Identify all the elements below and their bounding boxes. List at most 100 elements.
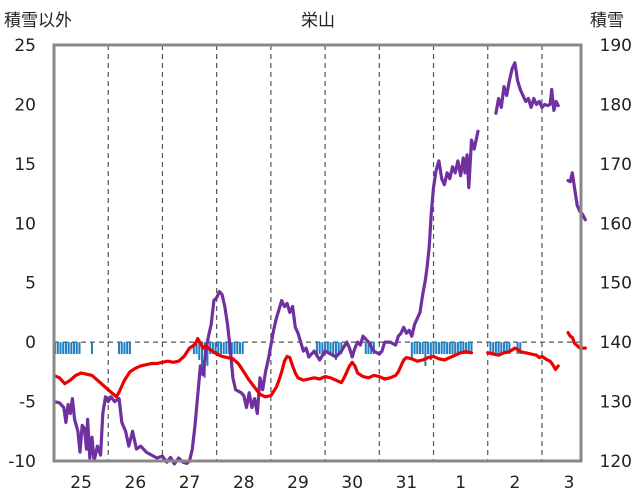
precipitation-bar: [67, 342, 70, 355]
precipitation-bar: [410, 342, 413, 360]
precipitation-bar: [454, 342, 457, 355]
left-tick-label: 25: [14, 36, 36, 56]
precipitation-bar: [230, 342, 233, 355]
precipitation-bar: [225, 342, 228, 355]
precipitation-bar: [470, 342, 473, 355]
precipitation-bar: [238, 342, 241, 355]
precipitation-bar: [364, 342, 367, 355]
precipitation-bar: [432, 342, 435, 355]
right-tick-label: 140: [600, 333, 632, 353]
precipitation-bar: [198, 342, 201, 360]
precipitation-bar: [500, 342, 503, 355]
precipitation-bar: [429, 342, 432, 360]
precipitation-bar: [315, 342, 318, 355]
x-tick-label: 25: [70, 473, 92, 493]
precipitation-bar: [465, 342, 468, 355]
snow_depth-line: [550, 87, 560, 113]
snow_depth-line: [52, 129, 480, 466]
precipitation-bar: [334, 342, 337, 360]
precipitation-bar: [462, 342, 465, 355]
right-tick-label: 190: [600, 36, 632, 56]
precipitation-bar: [201, 342, 204, 366]
precipitation-bar: [337, 342, 340, 355]
precipitation-bar: [318, 342, 321, 355]
precipitation-bar: [459, 342, 462, 355]
precipitation-bar: [443, 342, 446, 355]
chart-title: 栄山: [301, 11, 335, 31]
right-axis-label: 積雪: [590, 11, 624, 31]
precipitation-bar: [494, 342, 497, 355]
snow_depth-line: [566, 171, 587, 222]
precipitation-bar: [59, 342, 62, 355]
precipitation-bar: [64, 342, 67, 355]
precipitation-bar: [508, 342, 511, 355]
right-tick-label: 120: [600, 452, 632, 472]
precipitation-bar: [236, 342, 239, 355]
precipitation-bar: [120, 342, 123, 355]
precipitation-bar: [195, 342, 198, 355]
precipitation-bar: [418, 342, 421, 355]
precipitation-bar: [214, 342, 217, 355]
x-axis-ticks: 25 26 27 28 29 30 31 1 2 3: [70, 473, 574, 493]
x-tick-label: 3: [564, 473, 575, 493]
right-tick-label: 130: [600, 393, 632, 413]
precipitation-bar: [233, 342, 236, 355]
precipitation-bar: [321, 342, 324, 355]
right-tick-label: 150: [600, 274, 632, 294]
precipitation-bar: [206, 342, 209, 366]
precipitation-bar: [90, 342, 93, 355]
x-tick-label: 27: [179, 473, 201, 493]
precipitation-bar: [211, 342, 214, 355]
precipitation-bar: [492, 342, 495, 355]
precipitation-bar: [448, 342, 451, 355]
left-tick-label: 5: [25, 274, 36, 294]
x-tick-label: 29: [287, 473, 309, 493]
right-axis-ticks: 190 180 170 160 150 140 130 120: [600, 36, 632, 472]
precipitation-bar: [128, 342, 131, 355]
precipitation-bar: [446, 342, 449, 355]
precipitation-bar: [326, 342, 329, 355]
left-axis-label: 積雪以外: [4, 11, 72, 31]
precipitation-bar: [332, 342, 335, 355]
precipitation-bar: [440, 342, 443, 355]
precipitation-bar: [123, 342, 126, 355]
precipitation-bar: [456, 342, 459, 355]
precipitation-bar: [413, 342, 416, 355]
right-tick-label: 180: [600, 95, 632, 115]
left-tick-label: -5: [19, 393, 36, 413]
precipitation-bar: [427, 342, 430, 355]
precipitation-bar: [416, 342, 419, 355]
precipitation-bar: [503, 342, 506, 355]
left-tick-label: 20: [14, 95, 36, 115]
x-tick-label: 2: [509, 473, 520, 493]
x-tick-label: 1: [455, 473, 466, 493]
precipitation-bar: [222, 342, 225, 355]
precipitation-bar: [489, 342, 492, 355]
left-tick-label: 0: [25, 333, 36, 353]
precipitation-bar: [62, 342, 65, 355]
left-tick-label: -10: [8, 452, 36, 472]
right-tick-label: 160: [600, 214, 632, 234]
precipitation-bar: [56, 342, 59, 355]
precipitation-bar: [421, 342, 424, 355]
precipitation-bar: [217, 342, 220, 355]
precipitation-bar: [497, 342, 500, 355]
left-tick-label: 15: [14, 155, 36, 175]
precipitation-bar: [519, 342, 522, 355]
x-tick-label: 28: [233, 473, 255, 493]
precipitation-bar: [70, 342, 73, 355]
left-axis-ticks: 25 20 15 10 5 0 -5 -10: [8, 36, 36, 472]
precipitation-bar: [73, 342, 76, 355]
series-lines: [52, 61, 587, 466]
precipitation-bar: [424, 342, 427, 366]
precipitation-bar: [219, 342, 222, 355]
snow_depth-line: [494, 61, 554, 115]
precipitation-bar: [78, 342, 81, 355]
x-tick-label: 26: [125, 473, 147, 493]
precipitation-bar: [505, 342, 508, 355]
precipitation-bar: [75, 342, 78, 355]
precipitation-bar: [451, 342, 454, 355]
x-tick-label: 30: [341, 473, 363, 493]
precipitation-bar: [435, 342, 438, 355]
